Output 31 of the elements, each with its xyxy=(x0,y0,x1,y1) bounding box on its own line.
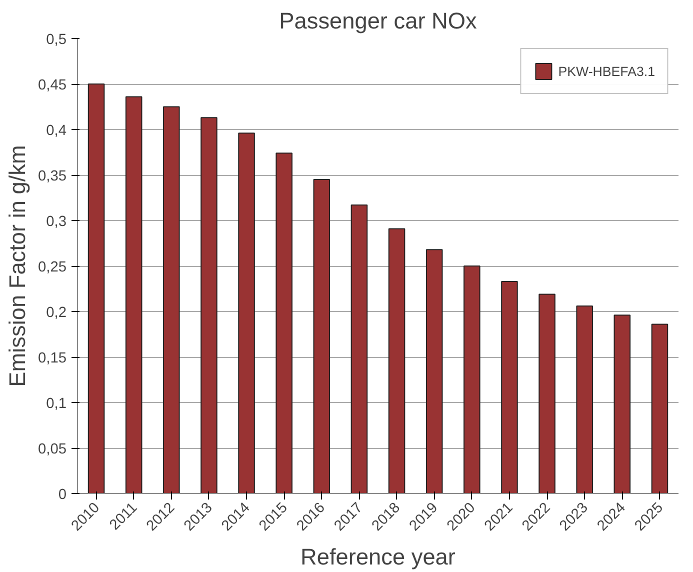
y-tick-label: 0,5 xyxy=(46,32,66,48)
bar xyxy=(464,266,480,494)
y-tick-label: 0,3 xyxy=(46,214,66,230)
bar xyxy=(651,324,668,494)
x-axis-title: Reference year xyxy=(300,543,456,570)
y-tick-label: 0,25 xyxy=(38,260,67,276)
bar xyxy=(538,294,556,494)
bar xyxy=(200,117,218,494)
bar xyxy=(426,249,443,494)
bar xyxy=(614,314,631,494)
bar xyxy=(125,96,142,494)
y-tick-label: 0,15 xyxy=(38,350,67,366)
legend-label: PKW-HBEFA3.1 xyxy=(558,64,655,78)
bar xyxy=(238,132,255,494)
y-tick-label: 0 xyxy=(58,487,67,503)
bar xyxy=(313,179,330,494)
bar xyxy=(350,204,368,494)
bar xyxy=(576,306,593,494)
y-axis-title: Emission Factor in g/km xyxy=(4,145,30,387)
y-tick-label: 0,35 xyxy=(38,168,67,184)
chart-title: Passenger car NOx xyxy=(279,8,478,34)
y-tick-label: 0,45 xyxy=(38,78,67,94)
bar xyxy=(88,84,105,494)
y-tick-label: 0,4 xyxy=(46,123,66,139)
bar xyxy=(501,280,518,494)
bar xyxy=(276,152,292,494)
y-tick-label: 0,05 xyxy=(38,442,67,458)
y-tick-label: 0,1 xyxy=(46,396,66,412)
y-tick-label: 0,2 xyxy=(46,305,66,321)
bar xyxy=(388,228,406,494)
bar xyxy=(163,106,180,494)
